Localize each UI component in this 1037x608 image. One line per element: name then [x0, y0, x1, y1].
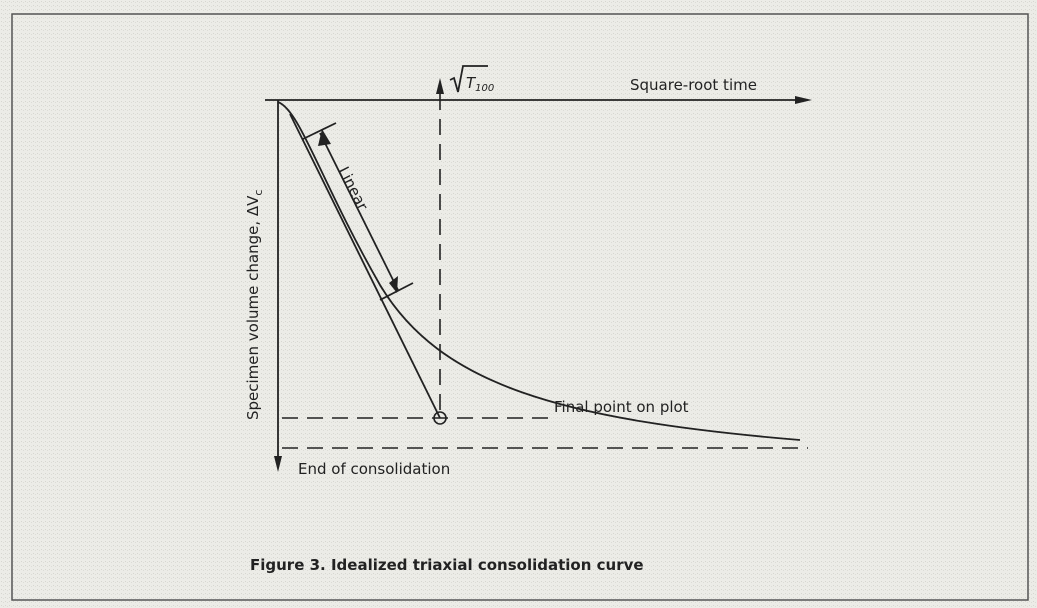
bracket-arrow — [318, 129, 331, 146]
y-axis-label: Specimen volume change, ΔVc — [244, 190, 265, 420]
y-arrow — [274, 456, 282, 472]
time-arrow — [436, 78, 444, 94]
frame — [11, 13, 1029, 601]
end-label: End of consolidation — [298, 460, 450, 478]
caption: Figure 3. Idealized triaxial consolidati… — [250, 556, 644, 574]
x-arrow — [795, 96, 812, 104]
linear-bracket — [319, 132, 399, 291]
time-marker: T100 — [466, 74, 494, 94]
x-axis-label: Square-root time — [630, 76, 757, 94]
y-label-text: Specimen volume change, ΔV — [244, 195, 262, 420]
final-point-label: Final point on plot — [554, 398, 689, 416]
radical-sign — [449, 65, 488, 93]
time-subscript: 100 — [475, 83, 494, 94]
tangent-line — [289, 113, 441, 419]
time-symbol: T — [466, 74, 477, 92]
bracket-arrow — [389, 276, 398, 293]
y-label-subscript: c — [252, 190, 265, 196]
bracket-tick — [302, 122, 337, 140]
